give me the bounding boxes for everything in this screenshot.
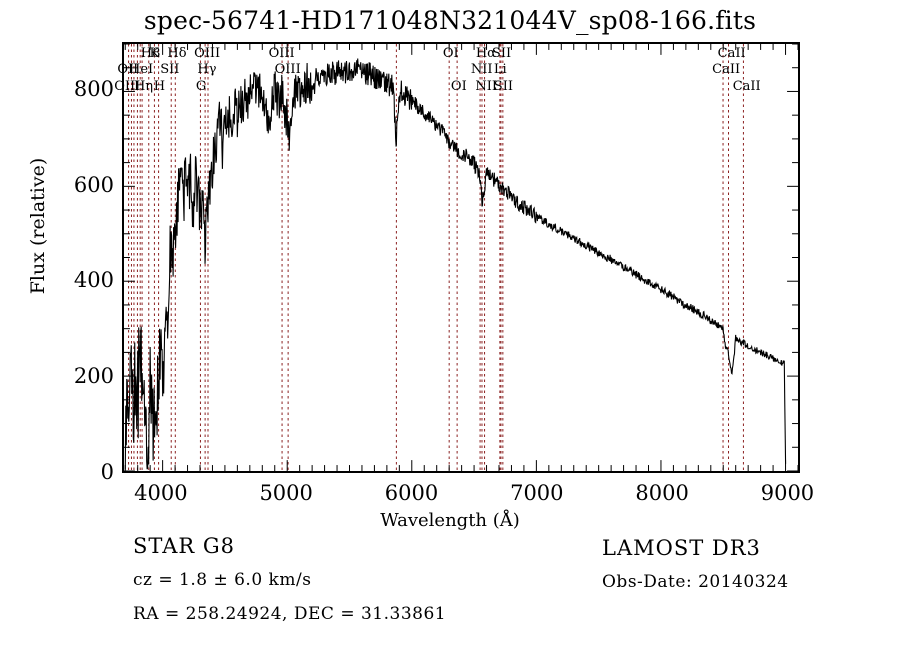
object-class-text: STAR G8 (133, 534, 236, 558)
y-axis-tick-labels: 0 200 400 600 800 (52, 0, 114, 649)
x-tick-label: 8000 (635, 481, 689, 505)
x-tick-label: 9000 (760, 481, 815, 505)
line-id-label: OIII (274, 62, 301, 77)
page-title: spec-56741-HD171048N321044V_sp08-166.fit… (143, 6, 757, 35)
line-id-label: OII (117, 62, 139, 77)
spectrum-trace (125, 59, 785, 470)
line-id-label: OIII (268, 46, 295, 61)
y-tick-label: 600 (73, 172, 114, 197)
line-id-label: K (149, 46, 160, 61)
line-id-label: H8 (140, 46, 161, 61)
y-tick-label: 800 (73, 76, 114, 101)
line-id-label: SII (491, 46, 512, 61)
line-id-label: OI (442, 46, 459, 61)
redshift-text: cz = 1.8 ± 6.0 km/s (133, 570, 312, 590)
line-id-label: H (153, 79, 166, 94)
y-tick-label: 200 (73, 364, 114, 389)
line-id-label: SII (160, 62, 180, 77)
obs-date-text: Obs-Date: 20140324 (602, 572, 789, 592)
line-id-label: OIII (114, 79, 141, 94)
spectrum-canvas (124, 44, 798, 471)
line-id-label: Hγ (197, 62, 217, 77)
line-id-label: Li (493, 62, 507, 77)
line-id-label: G (195, 79, 207, 94)
line-id-label: CaII (732, 79, 761, 94)
y-tick-label: 0 (100, 460, 114, 484)
plot-area (122, 42, 800, 473)
x-tick-label: 7000 (510, 481, 564, 505)
y-axis-title: Flux (relative) (27, 157, 49, 295)
line-id-label: Hη (133, 79, 154, 94)
survey-text: LAMOST DR3 (602, 536, 761, 560)
line-id-label: NII (475, 79, 498, 94)
line-id-label: Hδ (167, 46, 187, 61)
y-tick-label: 400 (73, 268, 114, 293)
line-id-label: CaII (717, 46, 746, 61)
x-axis-title: Wavelength (Å) (380, 510, 520, 531)
line-id-label: Hα (475, 46, 496, 61)
x-tick-label: 5000 (259, 481, 313, 505)
x-tick-label: 6000 (384, 481, 439, 505)
line-id-label: HeI (128, 62, 154, 77)
x-tick-label: 4000 (134, 481, 188, 505)
line-id-label: NII (470, 62, 493, 77)
line-id-label: SII (493, 79, 513, 94)
line-id-label: OI (450, 79, 467, 94)
axis-tick-group (124, 44, 798, 471)
line-id-label: CaII (712, 62, 741, 77)
line-id-label: OIII (194, 46, 221, 61)
coordinates-text: RA = 258.24924, DEC = 31.33861 (133, 604, 447, 624)
line-marker-group (129, 44, 744, 471)
